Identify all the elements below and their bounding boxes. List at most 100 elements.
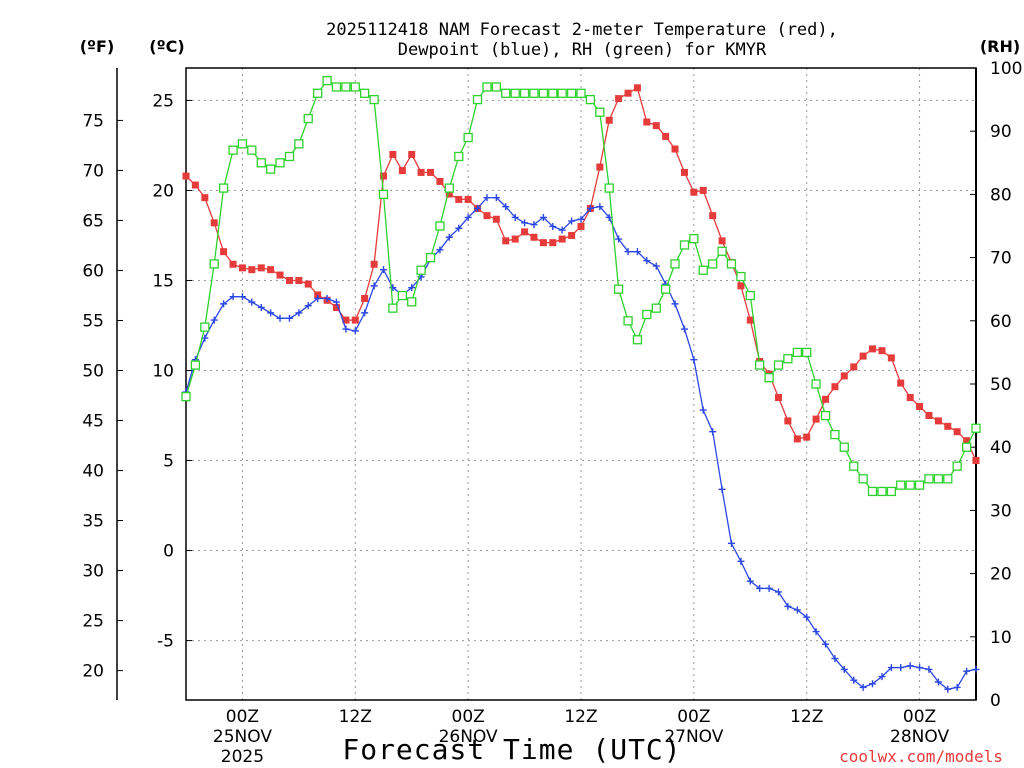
temperature-point — [464, 195, 472, 203]
dewpoint-point — [596, 203, 604, 211]
rh-tick-label: 70 — [990, 249, 1012, 269]
rh-point — [313, 88, 323, 98]
fahrenheit-tick-label: 25 — [82, 612, 104, 632]
rh-point — [877, 486, 887, 497]
temperature-point — [445, 190, 453, 198]
dewpoint-point — [718, 485, 726, 493]
dewpoint-point — [784, 602, 792, 610]
rh-point — [623, 316, 633, 326]
temperature-point — [850, 363, 858, 371]
temperature-point — [295, 276, 303, 284]
x-tick-time-label: 00Z — [452, 707, 485, 727]
temperature-point — [916, 403, 924, 411]
temperature-point — [869, 345, 877, 353]
rh-point — [538, 88, 549, 98]
rh-point — [425, 252, 436, 263]
dewpoint-point — [351, 327, 359, 335]
rh-point — [576, 88, 586, 98]
rh-point — [454, 151, 464, 162]
temperature-point — [596, 163, 604, 171]
rh-point — [388, 303, 398, 313]
dewpoint-point — [295, 309, 303, 317]
fahrenheit-tick-label: 40 — [82, 462, 104, 482]
rh-point — [284, 151, 295, 162]
x-tick-date-label: 28NOV — [890, 727, 949, 747]
rh-point — [369, 94, 379, 105]
temperature-point — [718, 237, 726, 245]
dewpoint-point — [812, 628, 820, 636]
dewpoint-point — [238, 293, 246, 301]
rh-point — [491, 82, 502, 92]
dewpoint-point — [267, 309, 275, 317]
dewpoint-point — [474, 204, 482, 212]
dewpoint-point — [963, 667, 971, 675]
dewpoint-point — [389, 284, 397, 292]
temperature-point — [972, 457, 980, 465]
rh-point — [265, 164, 276, 174]
rh-point — [510, 88, 520, 98]
rh-point — [595, 107, 605, 117]
temperature-point — [351, 316, 359, 324]
x-tick-time-label: 12Z — [339, 707, 372, 727]
temperature-point — [314, 291, 322, 299]
rh-point — [472, 94, 483, 105]
x-tick-time-label: 00Z — [677, 707, 710, 727]
temperature-point — [775, 394, 782, 402]
rh-point — [642, 309, 652, 320]
temperature-point — [633, 84, 641, 92]
rh-point — [237, 139, 248, 149]
rh-point — [303, 113, 313, 124]
dewpoint-point — [793, 606, 801, 614]
dewpoint-point — [878, 673, 886, 681]
rh-point — [585, 94, 596, 105]
temperature-point — [953, 428, 961, 436]
celsius-tick-label: 0 — [163, 542, 174, 562]
temperature-point — [671, 145, 679, 153]
temperature-point — [624, 89, 632, 97]
temperature-point — [643, 118, 651, 126]
dewpoint-point — [586, 204, 594, 212]
rh-point — [679, 240, 690, 250]
rh-point — [867, 486, 878, 497]
temperature-point — [944, 422, 952, 430]
x-tick-date-label: 25NOV — [213, 727, 272, 747]
temperature-point — [746, 316, 754, 324]
dewpoint-point — [276, 314, 284, 322]
dewpoint-point — [464, 213, 472, 221]
temperature-point — [455, 195, 463, 203]
dewpoint-point — [210, 316, 218, 324]
temperature-point — [887, 354, 895, 362]
rh-point — [839, 442, 849, 452]
fahrenheit-tick-label: 60 — [82, 261, 104, 281]
temperature-point — [191, 181, 199, 189]
dewpoint-point — [549, 222, 557, 230]
temperature-point — [229, 260, 237, 268]
temperature-point — [925, 412, 933, 420]
fahrenheit-unit-label: (ºF) — [80, 37, 115, 56]
rh-point — [632, 335, 643, 345]
temperature-point — [201, 194, 209, 202]
temperature-point — [530, 233, 538, 241]
dewpoint-point — [680, 325, 688, 333]
temperature-point — [182, 172, 190, 180]
celsius-tick-label: 5 — [163, 452, 174, 472]
dewpoint-point — [953, 683, 961, 691]
dewpoint-point — [502, 203, 510, 211]
rh-tick-label: 90 — [990, 122, 1012, 142]
dewpoint-point — [765, 584, 773, 592]
temperature-point — [248, 266, 256, 274]
rh-tick-label: 40 — [990, 438, 1012, 458]
grid-lines — [186, 68, 976, 700]
rh-point — [275, 158, 285, 168]
plot-frame — [185, 67, 977, 701]
dewpoint-point — [220, 300, 228, 308]
dewpoint-point — [304, 302, 312, 310]
rh-point — [200, 322, 210, 332]
temperature-point — [803, 433, 811, 441]
rh-point — [971, 423, 981, 433]
temperature-point — [417, 168, 425, 176]
temperature-point — [737, 282, 745, 290]
dewpoint-point — [840, 665, 848, 673]
dewpoint-point — [925, 665, 933, 673]
